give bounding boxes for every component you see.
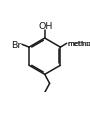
Text: methoxy: methoxy: [67, 41, 90, 47]
Text: Br: Br: [11, 40, 22, 49]
Text: methoxy: methoxy: [67, 41, 90, 47]
Text: OH: OH: [38, 22, 53, 30]
